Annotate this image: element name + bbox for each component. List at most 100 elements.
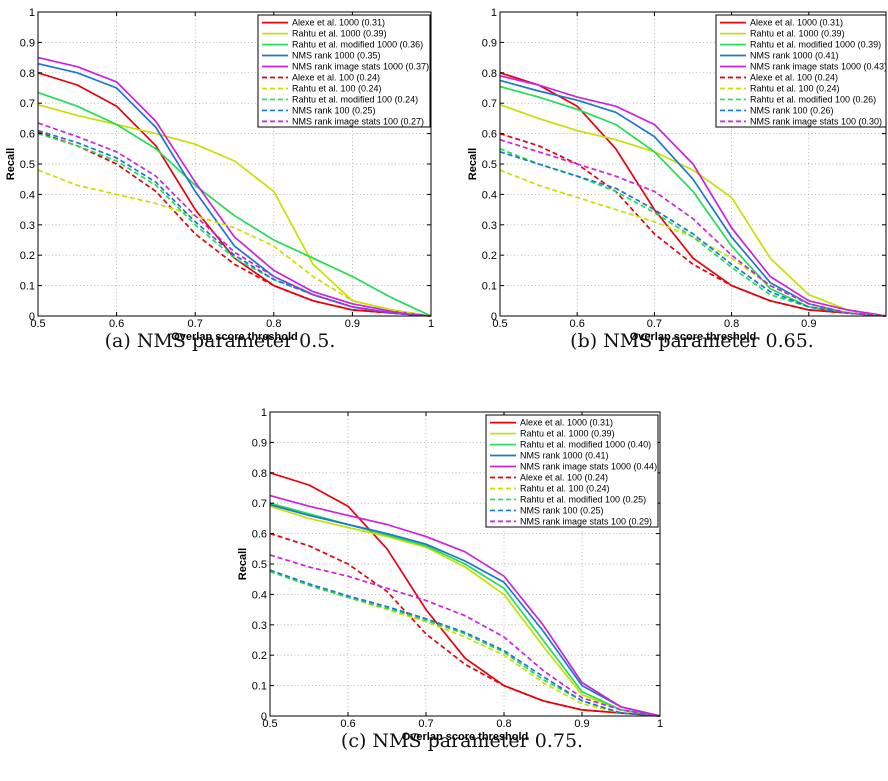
y-tick-label: 0.5 xyxy=(20,159,35,171)
x-tick-label: 0.8 xyxy=(266,318,281,330)
x-tick-label: 0.6 xyxy=(340,718,355,730)
y-axis-label: Recall xyxy=(237,548,249,580)
legend-entry: NMS rank 1000 (0.41) xyxy=(750,51,839,61)
series-line-2 xyxy=(37,103,432,317)
chart-panel-c: 0.5 0.6 0.7 0.8 0.9 1 0 0.1 0.2 0.3 0.4 0.5 0.6 0.7 0.… xyxy=(230,400,670,760)
y-tick-label: 0.4 xyxy=(252,589,267,601)
series-line-9 xyxy=(37,129,432,317)
legend-entry: NMS rank image stats 100 (0.30) xyxy=(750,116,882,126)
series-line-9 xyxy=(269,569,661,717)
caption-b: (b) NMS parameter 0.65. xyxy=(570,330,814,352)
y-tick-label: 0.3 xyxy=(482,220,497,232)
y-tick-label: 0.2 xyxy=(482,250,497,262)
legend-entry: NMS rank image stats 1000 (0.44) xyxy=(520,462,657,472)
legend-entry: Rahtu et al. modified 100 (0.25) xyxy=(520,494,646,504)
legend: Alexe et al. 1000 (0.31)Rahtu et al. 100… xyxy=(715,14,887,128)
x-tick-label: 0.9 xyxy=(345,318,360,330)
legend-entry: Rahtu et al. 1000 (0.39) xyxy=(520,429,615,439)
x-tick-label: 0.6 xyxy=(570,318,585,330)
legend-entry: Alexe et al. 1000 (0.31) xyxy=(520,418,613,428)
chart-c: 0.5 0.6 0.7 0.8 0.9 1 0 0.1 0.2 0.3 0.4 0.5 0.6 0.7 0.… xyxy=(237,407,663,743)
x-tick-label: 0.8 xyxy=(724,318,739,330)
chart-a: 0.5 0.6 0.7 0.8 0.9 1 0 0.1 0.2 0.3 0.4 0.5 0.6 0.7 0.… xyxy=(5,7,434,343)
y-tick-label: 0.6 xyxy=(252,529,267,541)
series-line-6 xyxy=(37,131,432,317)
caption-c: (c) NMS parameter 0.75. xyxy=(340,730,584,752)
legend-entry: Alexe et al. 1000 (0.31) xyxy=(292,18,385,28)
caption-a: (a) NMS parameter 0.5. xyxy=(104,330,336,352)
x-tick-label: 0.7 xyxy=(418,718,433,730)
chart-b: 0.5 0.6 0.7 0.8 0.9 0 0.1 0.2 0.3 0.4 0.5 0.6 0.7 0.8… xyxy=(467,7,887,343)
series-line-10 xyxy=(499,138,887,317)
y-axis-label: Recall xyxy=(5,148,17,180)
x-tick-label: 0.7 xyxy=(188,318,203,330)
legend-entry: Alexe et al. 1000 (0.31) xyxy=(750,18,843,28)
legend-entry: Rahtu et al. modified 1000 (0.36) xyxy=(292,40,423,50)
legend-entry: Rahtu et al. 100 (0.24) xyxy=(750,83,840,93)
legend-entry: Rahtu et al. modified 100 (0.26) xyxy=(750,94,876,104)
legend-entry: NMS rank image stats 1000 (0.43) xyxy=(750,62,887,72)
y-tick-label: 0 xyxy=(491,311,497,323)
x-tick-label: 1 xyxy=(657,718,663,730)
series-line-2 xyxy=(499,103,887,317)
legend-entry: NMS rank 100 (0.25) xyxy=(292,105,376,115)
x-tick-label: 0.5 xyxy=(30,318,45,330)
legend-entry: Alexe et al. 100 (0.24) xyxy=(520,472,608,482)
series-line-6 xyxy=(269,532,661,717)
legend-entry: Alexe et al. 100 (0.24) xyxy=(292,72,380,82)
series-line-1 xyxy=(499,71,887,317)
legend-entry: Rahtu et al. 100 (0.24) xyxy=(520,483,610,493)
y-tick-label: 0.6 xyxy=(20,129,35,141)
x-axis-label: Overlap score threshold xyxy=(630,331,757,343)
x-tick-label: 0.9 xyxy=(574,718,589,730)
y-tick-label: 0.2 xyxy=(252,650,267,662)
legend-entry: Rahtu et al. 1000 (0.39) xyxy=(292,29,387,39)
legend-entry: Rahtu et al. modified 100 (0.24) xyxy=(292,94,418,104)
y-tick-label: 0.4 xyxy=(482,189,497,201)
y-tick-label: 0.5 xyxy=(252,559,267,571)
x-tick-label: 1 xyxy=(428,318,434,330)
series-line-5 xyxy=(269,494,661,717)
legend: Alexe et al. 1000 (0.31)Rahtu et al. 100… xyxy=(257,14,431,128)
legend: Alexe et al. 1000 (0.31)Rahtu et al. 100… xyxy=(485,414,659,528)
y-tick-label: 0.7 xyxy=(252,498,267,510)
legend-entry: Alexe et al. 100 (0.24) xyxy=(750,72,838,82)
chart-panel-b: 0.5 0.6 0.7 0.8 0.9 0 0.1 0.2 0.3 0.4 0.5 0.6 0.7 0.8… xyxy=(460,0,888,360)
legend-entry: NMS rank image stats 1000 (0.37) xyxy=(292,62,429,72)
x-tick-label: 0.7 xyxy=(647,318,662,330)
legend-entry: NMS rank 100 (0.26) xyxy=(750,105,834,115)
y-tick-label: 0.8 xyxy=(252,468,267,480)
y-tick-label: 0.5 xyxy=(482,159,497,171)
series-line-7 xyxy=(499,169,887,317)
y-axis-label: Recall xyxy=(467,148,479,180)
series-line-10 xyxy=(269,554,661,717)
x-tick-label: 0.5 xyxy=(492,318,507,330)
legend-entry: NMS rank 100 (0.25) xyxy=(520,505,604,515)
series-line-5 xyxy=(37,56,432,317)
y-tick-label: 1 xyxy=(491,7,497,19)
y-tick-label: 0.9 xyxy=(252,437,267,449)
chart-panel-a: 0.5 0.6 0.7 0.8 0.9 1 0 0.1 0.2 0.3 0.4 0.5 0.6 0.7 0.… xyxy=(0,0,440,360)
y-tick-label: 0.9 xyxy=(482,37,497,49)
legend-entry: Rahtu et al. 1000 (0.39) xyxy=(750,29,845,39)
y-tick-label: 0 xyxy=(261,711,267,723)
series-line-5 xyxy=(499,74,887,317)
y-tick-label: 1 xyxy=(29,7,35,19)
legend-entry: Rahtu et al. 100 (0.24) xyxy=(292,83,382,93)
y-tick-label: 0 xyxy=(29,311,35,323)
series-line-6 xyxy=(499,132,887,317)
y-tick-label: 0.1 xyxy=(482,281,497,293)
y-tick-label: 0.7 xyxy=(20,98,35,110)
legend-entry: NMS rank 1000 (0.41) xyxy=(520,451,609,461)
legend-entry: NMS rank image stats 100 (0.29) xyxy=(520,516,652,526)
series-line-9 xyxy=(499,150,887,317)
y-tick-label: 0.2 xyxy=(20,250,35,262)
legend-entry: NMS rank 1000 (0.35) xyxy=(292,51,381,61)
y-tick-label: 0.8 xyxy=(20,68,35,80)
y-tick-label: 0.3 xyxy=(252,620,267,632)
series-line-7 xyxy=(269,569,661,717)
x-tick-label: 0.6 xyxy=(109,318,124,330)
y-tick-label: 0.3 xyxy=(20,220,35,232)
y-tick-label: 0.9 xyxy=(20,37,35,49)
y-tick-label: 0.8 xyxy=(482,68,497,80)
